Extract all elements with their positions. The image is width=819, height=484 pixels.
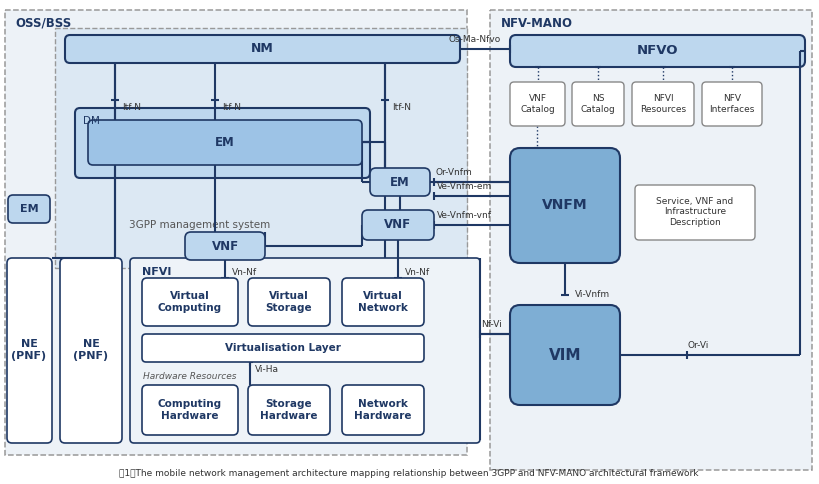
- FancyBboxPatch shape: [370, 168, 430, 196]
- Text: VNF: VNF: [384, 218, 412, 231]
- Text: NFVO: NFVO: [636, 45, 678, 58]
- Text: NFVI: NFVI: [142, 267, 171, 277]
- Text: VNF: VNF: [211, 240, 238, 253]
- FancyBboxPatch shape: [7, 258, 52, 443]
- Text: NFV
Interfaces: NFV Interfaces: [709, 94, 754, 114]
- Text: EM: EM: [390, 176, 410, 188]
- Bar: [55, 28, 467, 268]
- Bar: [5, 10, 467, 455]
- Text: NFV-MANO: NFV-MANO: [501, 17, 573, 30]
- FancyBboxPatch shape: [342, 385, 424, 435]
- Text: 3GPP management system: 3GPP management system: [129, 220, 270, 230]
- Text: Nf-Vi: Nf-Vi: [481, 320, 502, 329]
- Text: EM: EM: [20, 204, 38, 214]
- Text: Virtualisation Layer: Virtualisation Layer: [225, 343, 341, 353]
- Text: Virtual
Storage: Virtual Storage: [265, 291, 312, 313]
- FancyBboxPatch shape: [248, 278, 330, 326]
- FancyBboxPatch shape: [362, 210, 434, 240]
- FancyBboxPatch shape: [632, 82, 694, 126]
- Text: NE
(PNF): NE (PNF): [11, 339, 47, 361]
- Text: Vi-Ha: Vi-Ha: [255, 365, 279, 374]
- Text: OSS/BSS: OSS/BSS: [15, 17, 71, 30]
- FancyBboxPatch shape: [142, 334, 424, 362]
- Text: Itf-N: Itf-N: [122, 103, 141, 112]
- FancyBboxPatch shape: [635, 185, 755, 240]
- Text: Storage
Hardware: Storage Hardware: [260, 399, 318, 421]
- FancyBboxPatch shape: [8, 195, 50, 223]
- FancyBboxPatch shape: [142, 385, 238, 435]
- Text: Ve-Vnfm-vnf: Ve-Vnfm-vnf: [437, 211, 492, 220]
- Text: Service, VNF and
Infrastructure
Description: Service, VNF and Infrastructure Descript…: [656, 197, 734, 227]
- Text: Vn-Nf: Vn-Nf: [232, 268, 257, 277]
- Text: NS
Catalog: NS Catalog: [581, 94, 615, 114]
- Text: Itf-N: Itf-N: [222, 103, 241, 112]
- Text: EM: EM: [215, 136, 235, 149]
- FancyBboxPatch shape: [510, 82, 565, 126]
- FancyBboxPatch shape: [130, 258, 480, 443]
- FancyBboxPatch shape: [142, 278, 238, 326]
- Text: Itf-N: Itf-N: [392, 103, 411, 112]
- Text: 図1：The mobile network management architecture mapping relationship between 3GPP : 図1：The mobile network management archite…: [120, 469, 699, 479]
- Text: DM: DM: [83, 116, 100, 126]
- Text: Os-Ma-Nfvo: Os-Ma-Nfvo: [449, 35, 501, 44]
- FancyBboxPatch shape: [572, 82, 624, 126]
- FancyBboxPatch shape: [65, 35, 460, 63]
- FancyBboxPatch shape: [510, 148, 620, 263]
- Text: NM: NM: [251, 43, 274, 56]
- Text: Virtual
Network: Virtual Network: [358, 291, 408, 313]
- Text: VNFM: VNFM: [542, 198, 588, 212]
- Text: VIM: VIM: [549, 348, 581, 363]
- FancyBboxPatch shape: [510, 305, 620, 405]
- FancyBboxPatch shape: [75, 108, 370, 178]
- FancyBboxPatch shape: [185, 232, 265, 260]
- FancyBboxPatch shape: [248, 385, 330, 435]
- FancyBboxPatch shape: [88, 120, 362, 165]
- Text: Vi-Vnfm: Vi-Vnfm: [575, 290, 610, 299]
- FancyBboxPatch shape: [702, 82, 762, 126]
- Text: Hardware Resources: Hardware Resources: [143, 372, 237, 381]
- Text: Vn-Nf: Vn-Nf: [405, 268, 430, 277]
- FancyBboxPatch shape: [60, 258, 122, 443]
- Text: Ve-Vnfm-em: Ve-Vnfm-em: [437, 182, 492, 191]
- Text: Network
Hardware: Network Hardware: [355, 399, 412, 421]
- Text: Or-Vi: Or-Vi: [688, 341, 709, 350]
- Text: NE
(PNF): NE (PNF): [74, 339, 109, 361]
- Text: VNF
Catalog: VNF Catalog: [520, 94, 555, 114]
- Text: NFVI
Resources: NFVI Resources: [640, 94, 686, 114]
- FancyBboxPatch shape: [342, 278, 424, 326]
- Bar: [490, 10, 812, 470]
- FancyBboxPatch shape: [510, 35, 805, 67]
- Text: Computing
Hardware: Computing Hardware: [158, 399, 222, 421]
- Text: Virtual
Computing: Virtual Computing: [158, 291, 222, 313]
- Text: Or-Vnfm: Or-Vnfm: [436, 168, 473, 177]
